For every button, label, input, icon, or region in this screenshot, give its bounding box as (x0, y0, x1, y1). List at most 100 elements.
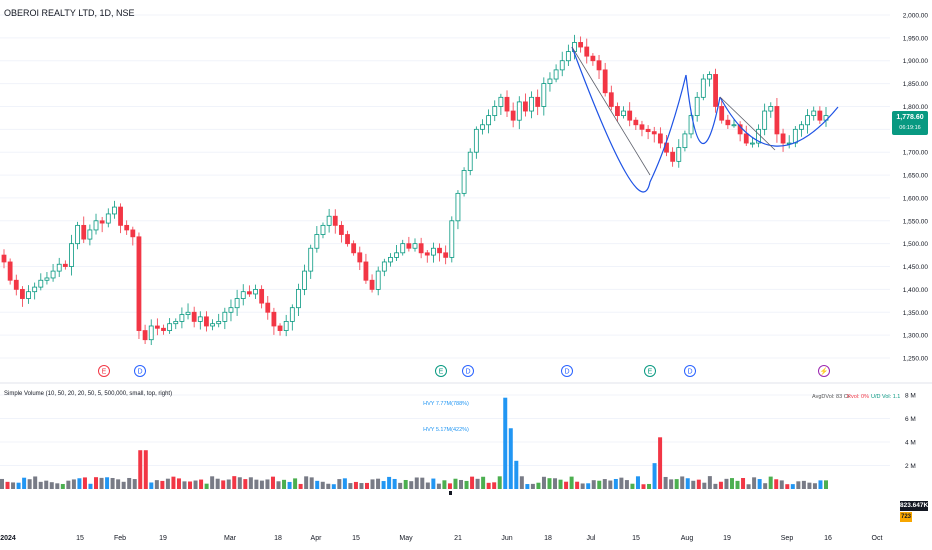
volume-bar (564, 481, 569, 489)
volume-bar (44, 480, 49, 489)
candle-body (44, 277, 50, 281)
candle-body (400, 243, 406, 254)
candle-body (535, 96, 541, 107)
pattern-cup-left (571, 46, 687, 193)
candle-body (308, 247, 314, 272)
volume-bar (536, 482, 541, 489)
time-tick-label: 21 (454, 535, 462, 542)
event-marker-label: E (439, 369, 444, 376)
event-marker: E (98, 365, 110, 377)
volume-bar (182, 481, 187, 489)
candle-body (437, 247, 442, 254)
candle-body (246, 291, 252, 295)
candle-body (148, 325, 154, 341)
volume-bar (652, 463, 657, 489)
volume-bar (5, 481, 10, 489)
volume-bar (613, 478, 618, 489)
volume-bar (752, 477, 757, 489)
candle-body (191, 311, 197, 322)
volume-bar (431, 478, 436, 489)
relative-volume: Rvol: 0% (847, 394, 870, 400)
volume-bar (387, 476, 392, 489)
volume-bar (481, 476, 486, 489)
volume-bar (486, 482, 491, 489)
candle-body (694, 96, 700, 117)
volume-bar (768, 476, 773, 489)
candle-body (676, 147, 682, 162)
candle-body (154, 325, 160, 329)
candle-body (93, 220, 99, 231)
candle-body (504, 96, 510, 112)
volume-bar (425, 482, 430, 489)
event-marker-label: E (648, 369, 653, 376)
volume-bar (547, 478, 552, 489)
volume-bar (658, 437, 663, 489)
candle-body (56, 263, 62, 272)
volume-bar (453, 478, 458, 489)
volume-bar (442, 480, 447, 489)
candle-body (1, 254, 7, 263)
time-tick-label: Aug (681, 535, 694, 542)
last-price-countdown: 06:19:16 (899, 125, 921, 131)
candle-body (596, 60, 602, 71)
candle-body (112, 206, 117, 215)
time-tick-label: 19 (159, 535, 167, 542)
volume-bar (320, 481, 325, 489)
candle-body (412, 243, 418, 249)
volume-bar (812, 483, 817, 489)
last-price-value: 1,778.60 (896, 114, 924, 121)
volume-bar (801, 480, 806, 489)
volume-bar (669, 479, 674, 489)
volume-bar (624, 480, 629, 489)
price-tick-label: 1,900.00 (903, 58, 929, 65)
volume-tick-label: 2 M (905, 463, 916, 470)
candle-body (633, 119, 639, 126)
last-volume-sub: 723 (900, 512, 912, 522)
time-tick-label: Apr (311, 535, 323, 542)
chart-title: OBEROI REALTY LTD, 1D, NSE (4, 8, 135, 18)
candle-body (240, 291, 246, 299)
volume-bar (685, 478, 690, 489)
candle-body (259, 288, 265, 304)
candle-body (326, 215, 332, 226)
price-tick-label: 1,700.00 (903, 150, 929, 157)
candle-body (26, 291, 31, 299)
time-tick-label: Oct (872, 535, 883, 542)
avg-dollar-volume: AvgDVol: 83 Cr (812, 394, 850, 400)
volume-bar (204, 483, 209, 489)
volume-bar (514, 460, 519, 489)
candle-body (768, 106, 774, 112)
volume-bar (807, 482, 812, 489)
candle-body (621, 110, 626, 117)
pattern-trendline (719, 96, 776, 151)
candle-body (289, 307, 295, 322)
event-marker: D (462, 365, 474, 377)
volume-bar (116, 479, 121, 489)
time-tick-label: 18 (274, 535, 282, 542)
price-tick-label: 1,500.00 (903, 241, 929, 248)
time-tick-label: May (399, 535, 413, 542)
candle-body (461, 170, 467, 194)
candle-body (805, 115, 810, 126)
candle-body (578, 42, 584, 48)
candle-body (99, 220, 105, 224)
time-tick-label: Sep (781, 535, 794, 542)
volume-tick-label: 6 M (905, 416, 916, 423)
time-tick-label: 16 (824, 535, 832, 542)
candle-body (645, 128, 651, 133)
volume-bar (746, 484, 751, 489)
volume-bar (729, 478, 734, 489)
volume-bar (774, 479, 779, 489)
candle-body (142, 330, 148, 341)
volume-bar (94, 477, 99, 489)
volume-bar (464, 480, 469, 489)
event-marker: D (134, 365, 146, 377)
event-marker-label: D (687, 369, 692, 376)
candle-body (431, 247, 436, 256)
volume-bar (33, 476, 38, 489)
event-marker-label: D (564, 369, 569, 376)
candle-body (332, 215, 338, 226)
candle-body (20, 288, 25, 299)
candle-body (345, 234, 350, 245)
